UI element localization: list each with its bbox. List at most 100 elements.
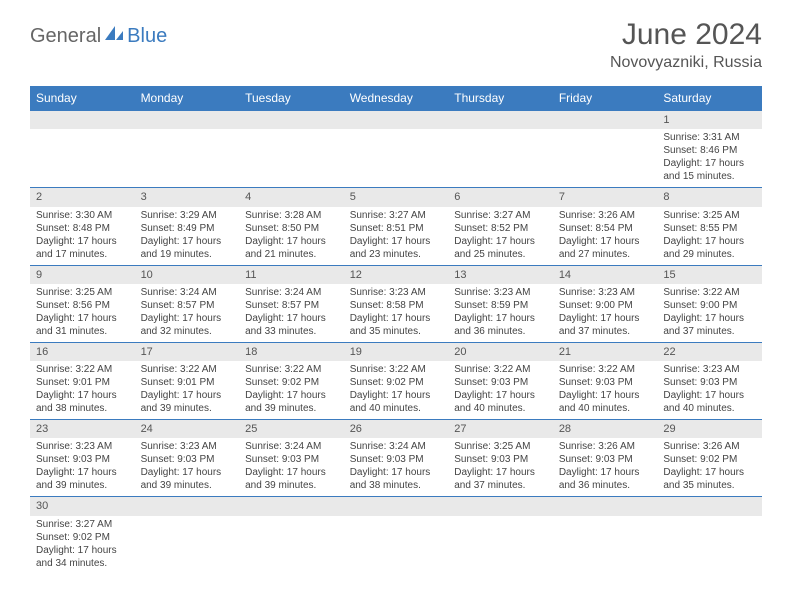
day-number-cell: 1 bbox=[657, 111, 762, 130]
day-number-cell: 16 bbox=[30, 342, 135, 361]
logo-sail-icon bbox=[103, 24, 125, 48]
day-detail-cell: Sunrise: 3:23 AM Sunset: 8:58 PM Dayligh… bbox=[344, 284, 449, 343]
day-number-cell bbox=[448, 111, 553, 130]
day-detail-cell: Sunrise: 3:30 AM Sunset: 8:48 PM Dayligh… bbox=[30, 207, 135, 266]
day-number-cell: 17 bbox=[135, 342, 240, 361]
daynum-row: 1 bbox=[30, 111, 762, 130]
day-number-cell: 18 bbox=[239, 342, 344, 361]
day-detail-cell: Sunrise: 3:26 AM Sunset: 8:54 PM Dayligh… bbox=[553, 207, 658, 266]
day-detail-cell: Sunrise: 3:24 AM Sunset: 9:03 PM Dayligh… bbox=[239, 438, 344, 497]
header: General Blue June 2024 Novovyazniki, Rus… bbox=[0, 0, 792, 80]
day-detail-cell bbox=[135, 129, 240, 188]
day-number-cell bbox=[344, 497, 449, 516]
day-number-cell: 26 bbox=[344, 420, 449, 439]
daynum-row: 9101112131415 bbox=[30, 265, 762, 284]
day-detail-cell: Sunrise: 3:27 AM Sunset: 8:52 PM Dayligh… bbox=[448, 207, 553, 266]
weekday-header: Sunday bbox=[30, 86, 135, 111]
day-number-cell: 6 bbox=[448, 188, 553, 207]
day-detail-cell bbox=[344, 129, 449, 188]
weekday-header-row: Sunday Monday Tuesday Wednesday Thursday… bbox=[30, 86, 762, 111]
day-number-cell: 27 bbox=[448, 420, 553, 439]
day-number-cell: 4 bbox=[239, 188, 344, 207]
day-number-cell: 23 bbox=[30, 420, 135, 439]
logo-text-general: General bbox=[30, 25, 101, 48]
weekday-header: Tuesday bbox=[239, 86, 344, 111]
month-title: June 2024 bbox=[610, 18, 762, 52]
day-detail-cell: Sunrise: 3:22 AM Sunset: 9:01 PM Dayligh… bbox=[30, 361, 135, 420]
day-detail-cell bbox=[239, 516, 344, 574]
day-number-cell: 10 bbox=[135, 265, 240, 284]
detail-row: Sunrise: 3:23 AM Sunset: 9:03 PM Dayligh… bbox=[30, 438, 762, 497]
calendar-table: Sunday Monday Tuesday Wednesday Thursday… bbox=[30, 86, 762, 574]
day-detail-cell: Sunrise: 3:22 AM Sunset: 9:02 PM Dayligh… bbox=[239, 361, 344, 420]
day-detail-cell: Sunrise: 3:24 AM Sunset: 8:57 PM Dayligh… bbox=[239, 284, 344, 343]
day-number-cell: 29 bbox=[657, 420, 762, 439]
day-detail-cell bbox=[553, 129, 658, 188]
day-number-cell: 22 bbox=[657, 342, 762, 361]
detail-row: Sunrise: 3:31 AM Sunset: 8:46 PM Dayligh… bbox=[30, 129, 762, 188]
day-number-cell: 9 bbox=[30, 265, 135, 284]
day-detail-cell bbox=[657, 516, 762, 574]
daynum-row: 23242526272829 bbox=[30, 420, 762, 439]
day-detail-cell: Sunrise: 3:25 AM Sunset: 9:03 PM Dayligh… bbox=[448, 438, 553, 497]
day-detail-cell bbox=[448, 129, 553, 188]
day-number-cell bbox=[553, 497, 658, 516]
day-number-cell: 13 bbox=[448, 265, 553, 284]
day-number-cell: 12 bbox=[344, 265, 449, 284]
day-number-cell: 21 bbox=[553, 342, 658, 361]
weekday-header: Friday bbox=[553, 86, 658, 111]
day-detail-cell bbox=[30, 129, 135, 188]
day-number-cell bbox=[239, 111, 344, 130]
day-detail-cell: Sunrise: 3:26 AM Sunset: 9:03 PM Dayligh… bbox=[553, 438, 658, 497]
day-number-cell bbox=[344, 111, 449, 130]
day-detail-cell bbox=[553, 516, 658, 574]
day-detail-cell bbox=[135, 516, 240, 574]
day-detail-cell: Sunrise: 3:22 AM Sunset: 9:01 PM Dayligh… bbox=[135, 361, 240, 420]
day-number-cell bbox=[657, 497, 762, 516]
day-number-cell bbox=[135, 497, 240, 516]
day-detail-cell: Sunrise: 3:23 AM Sunset: 9:00 PM Dayligh… bbox=[553, 284, 658, 343]
day-detail-cell bbox=[448, 516, 553, 574]
day-number-cell bbox=[448, 497, 553, 516]
day-number-cell: 2 bbox=[30, 188, 135, 207]
day-detail-cell: Sunrise: 3:24 AM Sunset: 8:57 PM Dayligh… bbox=[135, 284, 240, 343]
day-detail-cell: Sunrise: 3:25 AM Sunset: 8:56 PM Dayligh… bbox=[30, 284, 135, 343]
day-number-cell: 24 bbox=[135, 420, 240, 439]
weekday-header: Saturday bbox=[657, 86, 762, 111]
day-detail-cell: Sunrise: 3:28 AM Sunset: 8:50 PM Dayligh… bbox=[239, 207, 344, 266]
detail-row: Sunrise: 3:22 AM Sunset: 9:01 PM Dayligh… bbox=[30, 361, 762, 420]
weekday-header: Thursday bbox=[448, 86, 553, 111]
day-detail-cell: Sunrise: 3:23 AM Sunset: 9:03 PM Dayligh… bbox=[657, 361, 762, 420]
weekday-header: Wednesday bbox=[344, 86, 449, 111]
day-detail-cell: Sunrise: 3:22 AM Sunset: 9:03 PM Dayligh… bbox=[553, 361, 658, 420]
day-number-cell bbox=[30, 111, 135, 130]
weekday-header: Monday bbox=[135, 86, 240, 111]
day-detail-cell: Sunrise: 3:27 AM Sunset: 9:02 PM Dayligh… bbox=[30, 516, 135, 574]
day-number-cell: 11 bbox=[239, 265, 344, 284]
day-detail-cell: Sunrise: 3:31 AM Sunset: 8:46 PM Dayligh… bbox=[657, 129, 762, 188]
day-number-cell: 7 bbox=[553, 188, 658, 207]
day-detail-cell: Sunrise: 3:23 AM Sunset: 9:03 PM Dayligh… bbox=[135, 438, 240, 497]
day-number-cell bbox=[135, 111, 240, 130]
day-number-cell: 30 bbox=[30, 497, 135, 516]
day-detail-cell: Sunrise: 3:29 AM Sunset: 8:49 PM Dayligh… bbox=[135, 207, 240, 266]
day-number-cell: 5 bbox=[344, 188, 449, 207]
day-detail-cell: Sunrise: 3:23 AM Sunset: 9:03 PM Dayligh… bbox=[30, 438, 135, 497]
day-detail-cell: Sunrise: 3:26 AM Sunset: 9:02 PM Dayligh… bbox=[657, 438, 762, 497]
detail-row: Sunrise: 3:25 AM Sunset: 8:56 PM Dayligh… bbox=[30, 284, 762, 343]
logo: General Blue bbox=[30, 24, 167, 48]
day-number-cell bbox=[553, 111, 658, 130]
day-number-cell: 3 bbox=[135, 188, 240, 207]
detail-row: Sunrise: 3:30 AM Sunset: 8:48 PM Dayligh… bbox=[30, 207, 762, 266]
day-number-cell: 8 bbox=[657, 188, 762, 207]
daynum-row: 30 bbox=[30, 497, 762, 516]
day-detail-cell bbox=[239, 129, 344, 188]
day-detail-cell: Sunrise: 3:27 AM Sunset: 8:51 PM Dayligh… bbox=[344, 207, 449, 266]
location: Novovyazniki, Russia bbox=[610, 54, 762, 72]
day-number-cell: 20 bbox=[448, 342, 553, 361]
logo-text-blue: Blue bbox=[127, 25, 167, 48]
day-detail-cell: Sunrise: 3:24 AM Sunset: 9:03 PM Dayligh… bbox=[344, 438, 449, 497]
day-number-cell: 28 bbox=[553, 420, 658, 439]
day-number-cell bbox=[239, 497, 344, 516]
day-detail-cell: Sunrise: 3:22 AM Sunset: 9:03 PM Dayligh… bbox=[448, 361, 553, 420]
